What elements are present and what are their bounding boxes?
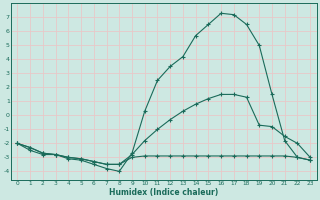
X-axis label: Humidex (Indice chaleur): Humidex (Indice chaleur) — [109, 188, 219, 197]
